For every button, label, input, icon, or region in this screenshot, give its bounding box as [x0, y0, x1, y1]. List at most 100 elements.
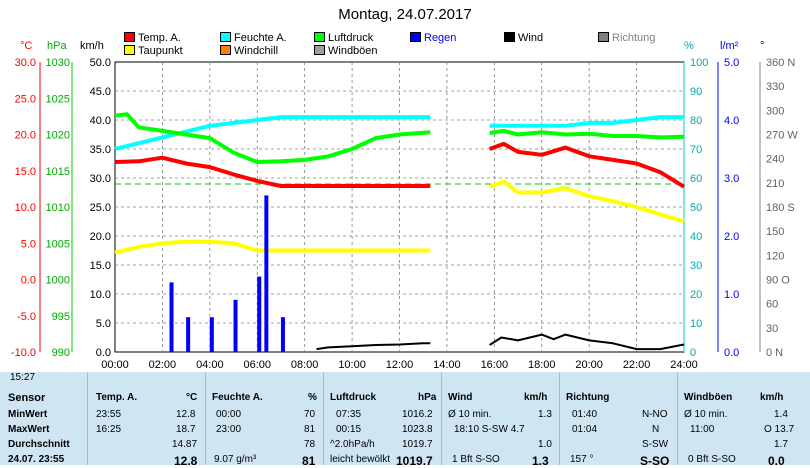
- pressure-tick-label: 990: [52, 347, 70, 359]
- temp-unit: °C: [186, 392, 198, 403]
- row-label-min: MinWert: [8, 409, 48, 420]
- legend-direction: Richtung: [598, 32, 655, 44]
- temp-max-time: 16:25: [96, 424, 122, 435]
- pressure-tick-label: 1025: [46, 93, 70, 105]
- direction-tick-label: 210: [766, 178, 784, 190]
- wind-tick-label: 0.0: [96, 347, 111, 359]
- legend-rain: Regen: [410, 32, 456, 44]
- press-forecast: leicht bewölkt: [330, 454, 391, 465]
- direction-tick-label: 150: [766, 226, 784, 238]
- wind-tick-label: 20.0: [90, 231, 111, 243]
- wind-tick-label: 40.0: [90, 115, 111, 127]
- time-tick-label: 02:00: [149, 359, 177, 371]
- temp-tick-label: 30.0: [15, 57, 36, 69]
- wind-unit: km/h: [524, 392, 548, 403]
- dir-min-time: 01:40: [572, 409, 598, 420]
- pressure-tick-label: 995: [52, 311, 70, 323]
- time-tick-label: 04:00: [196, 359, 224, 371]
- direction-tick-label: 0 N: [766, 347, 783, 359]
- wind-bft: 1 Bft S-SO: [452, 454, 500, 465]
- direction-axis-unit: °: [760, 40, 765, 52]
- temp-tick-label: 0.0: [21, 275, 36, 287]
- wind-tick-label: 35.0: [90, 144, 111, 156]
- rain-bar: [186, 317, 191, 352]
- press-min-time: 07:35: [336, 409, 362, 420]
- gust-max-time: 11:00: [690, 424, 715, 435]
- time-tick-label: 08:00: [291, 359, 319, 371]
- time-tick-label: 12:00: [386, 359, 414, 371]
- hum-min-time: 00:00: [216, 409, 242, 420]
- current-time-badge: 15:27: [10, 372, 36, 383]
- hum-abs: 9.07 g/m³: [214, 454, 257, 465]
- time-tick-label: 06:00: [243, 359, 271, 371]
- pressure-axis-unit: hPa: [47, 40, 67, 52]
- pressure-tick-label: 1020: [46, 130, 70, 142]
- series-line-wind: [489, 333, 685, 351]
- dir-current-val: S-SO: [640, 454, 670, 468]
- wind-avg10-val: 1.3: [538, 409, 552, 420]
- row-label-max: MaxWert: [8, 424, 50, 435]
- legend-wind: Wind: [504, 32, 543, 44]
- rain-bar: [264, 195, 269, 352]
- status-col-labels: Sensor MinWert MaxWert Durchschnitt 24.0…: [0, 372, 88, 465]
- dir-avg-val: S-SW: [642, 439, 669, 450]
- wind-avg10-label: Ø 10 min.: [448, 409, 492, 420]
- wind-tick-label: 10.0: [90, 289, 111, 301]
- dir-max-val: N: [652, 424, 660, 435]
- direction-tick-label: 120: [766, 250, 784, 262]
- time-tick-label: 00:00: [101, 359, 129, 371]
- wind-tick-label: 50.0: [90, 57, 111, 69]
- humidity-tick-label: 50: [690, 202, 702, 214]
- status-col-direction: Richtung 01:40 N-NO 01:04 N S-SW 157 ° S…: [560, 372, 678, 468]
- gust-avg-val: 1.7: [774, 439, 788, 450]
- series-line-temp-a: [114, 155, 431, 188]
- press-min-val: 1016.2: [402, 409, 433, 420]
- gust-avg10-val: 1.4: [774, 409, 788, 420]
- temp-head: Temp. A.: [96, 392, 138, 403]
- wind-tick-label: 45.0: [90, 86, 111, 98]
- chart-grid: [39, 61, 761, 353]
- chart-series: [114, 112, 686, 352]
- time-tick-label: 24:00: [670, 359, 698, 371]
- status-col-temp: Temp. A. °C 23:55 12.8 16:25 18.7 14.87 …: [88, 372, 206, 468]
- series-line-luftdruck: [114, 112, 431, 164]
- rain-axis-unit: l/m²: [720, 40, 739, 52]
- time-tick-label: 22:00: [623, 359, 651, 371]
- rain-tick-label: 2.0: [724, 231, 739, 243]
- direction-tick-label: 330: [766, 81, 784, 93]
- status-col-pressure: Luftdruck hPa 07:35 1016.2 00:15 1023.8 …: [324, 372, 442, 468]
- rain-tick-label: 4.0: [724, 115, 739, 127]
- press-current-val: 1019.7: [396, 454, 433, 468]
- weather-chart: 30.025.020.015.010.05.00.0-5.0-10.010301…: [11, 57, 798, 371]
- temp-avg-val: 14.87: [172, 439, 198, 450]
- pressure-tick-label: 1010: [46, 202, 70, 214]
- temp-tick-label: 25.0: [15, 93, 36, 105]
- gust-unit: km/h: [760, 392, 784, 403]
- temp-min-time: 23:55: [96, 409, 122, 420]
- rain-tick-label: 0.0: [724, 347, 739, 359]
- direction-tick-label: 180 S: [766, 202, 795, 214]
- temp-min-val: 12.8: [176, 409, 196, 420]
- wind-current-val: 1.3: [532, 454, 549, 468]
- temp-tick-label: -5.0: [17, 311, 36, 323]
- hum-max-time: 23:00: [216, 424, 242, 435]
- rain-tick-label: 1.0: [724, 289, 739, 301]
- temp-max-val: 18.7: [176, 424, 196, 435]
- humidity-tick-label: 20: [690, 289, 702, 301]
- series-line-feuchte-a: [114, 115, 431, 151]
- temp-tick-label: 5.0: [21, 238, 36, 250]
- rain-bar: [209, 317, 214, 352]
- series-line-taupunkt: [114, 239, 431, 255]
- press-max-time: 00:15: [336, 424, 362, 435]
- direction-tick-label: 90 O: [766, 275, 790, 287]
- status-panel: Sensor MinWert MaxWert Durchschnitt 24.0…: [0, 372, 810, 468]
- row-label-avg: Durchschnitt: [8, 439, 70, 450]
- pressure-tick-label: 1000: [46, 275, 70, 287]
- wind-tick-label: 15.0: [90, 260, 111, 272]
- wind-avg-val: 1.0: [538, 439, 552, 450]
- temp-current-val: 12.8: [174, 454, 198, 468]
- hum-avg-val: 78: [304, 439, 316, 450]
- gust-current-val: 0.0: [768, 454, 785, 468]
- chart-title: Montag, 24.07.2017: [338, 6, 472, 23]
- temp-tick-label: 20.0: [15, 130, 36, 142]
